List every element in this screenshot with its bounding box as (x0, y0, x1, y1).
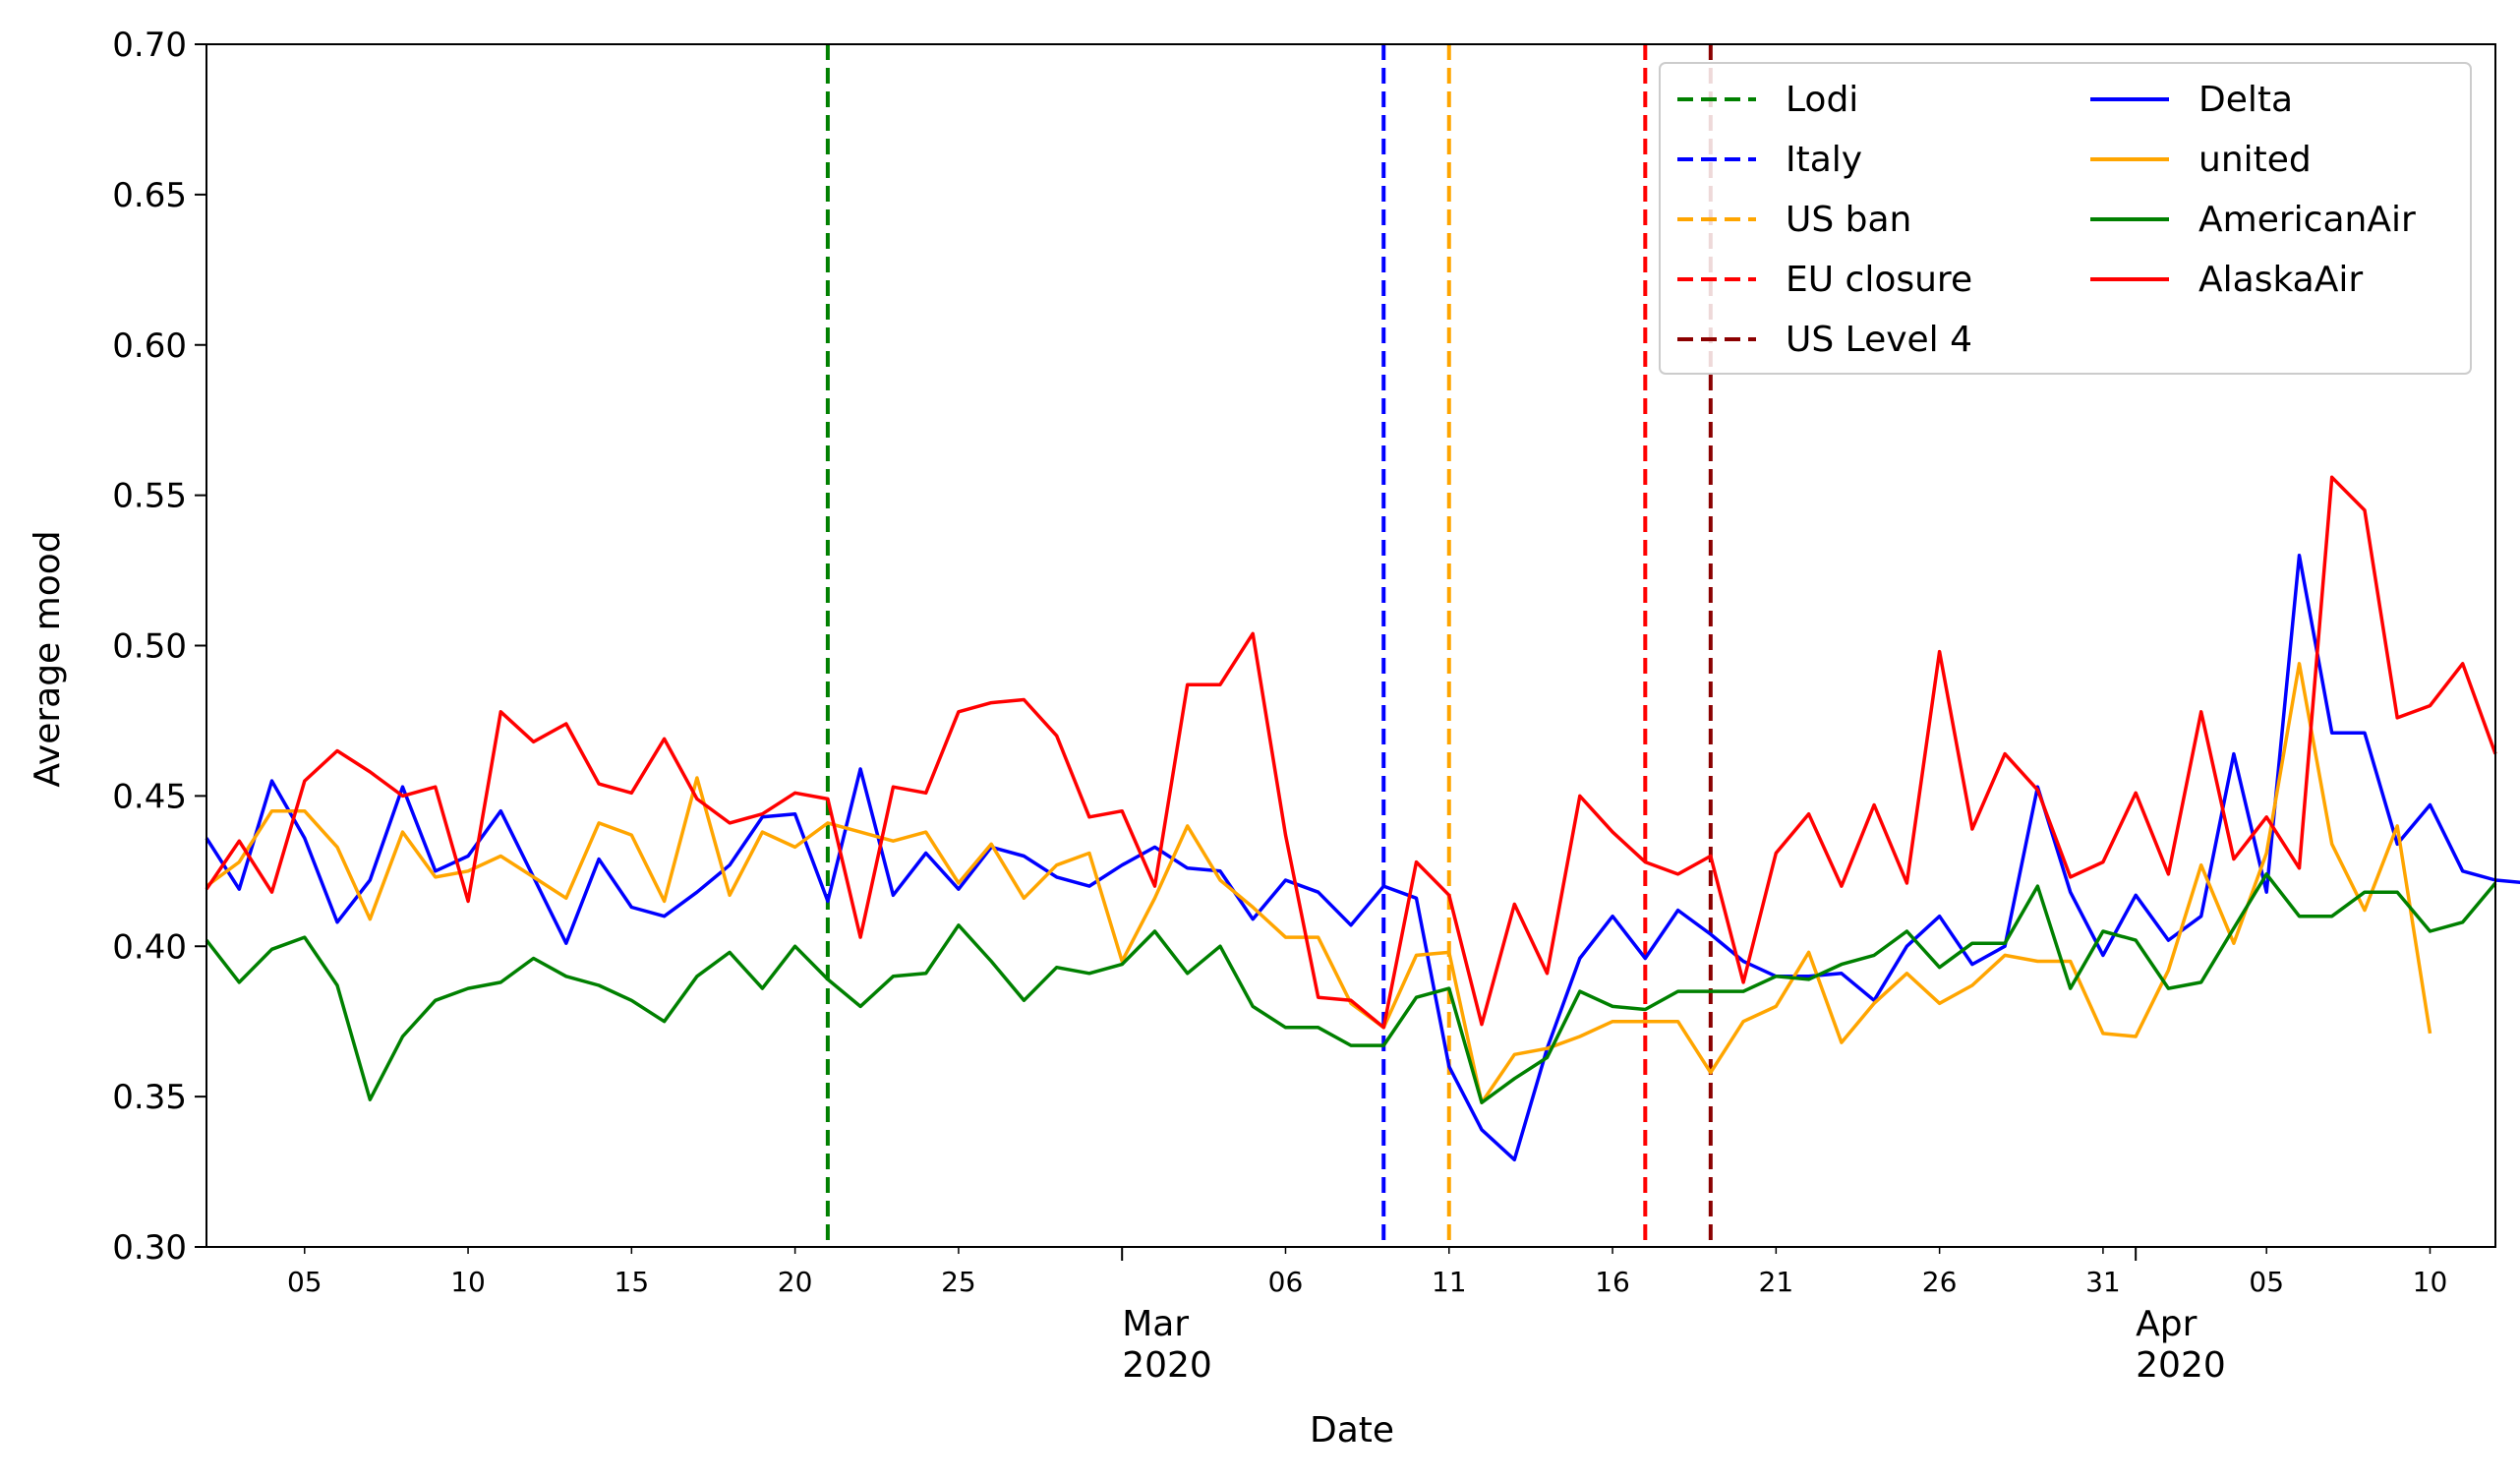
y-tick-label: 0.55 (112, 477, 187, 516)
x-year-label: 2020 (2136, 1345, 2226, 1386)
y-tick-label: 0.35 (112, 1078, 187, 1117)
x-tick-label: 31 (2085, 1266, 2121, 1298)
y-axis-label: Average mood (28, 530, 68, 787)
legend-label: Italy (1786, 140, 1862, 180)
legend-label: US Level 4 (1786, 320, 1972, 360)
y-tick-label: 0.65 (112, 176, 187, 215)
series-line (205, 475, 2497, 1030)
legend-label: US ban (1786, 200, 1911, 240)
x-tick-label: 10 (450, 1266, 486, 1298)
x-tick-label: 11 (1432, 1266, 1467, 1298)
x-tick-label: 05 (2249, 1266, 2284, 1298)
legend-label: AmericanAir (2198, 200, 2416, 240)
y-tick-label: 0.60 (112, 326, 187, 366)
y-tick-label: 0.70 (112, 26, 187, 65)
legend-label: Delta (2198, 80, 2293, 120)
y-tick-label: 0.45 (112, 777, 187, 816)
legend-label: AlaskaAir (2198, 260, 2363, 300)
series-line (205, 872, 2497, 1104)
x-tick-label: 25 (941, 1266, 976, 1298)
x-tick-label: 06 (1268, 1266, 1304, 1298)
x-tick-label: 20 (778, 1266, 813, 1298)
plot-frame (205, 43, 2496, 1248)
x-month-label: Mar (1122, 1304, 1189, 1344)
x-tick-label: 10 (2413, 1266, 2448, 1298)
y-tick-label: 0.40 (112, 927, 187, 967)
series-line (205, 554, 2520, 1162)
legend-box (1659, 62, 2472, 375)
x-tick-label: 26 (1922, 1266, 1958, 1298)
x-axis-label: Date (1310, 1410, 1394, 1451)
x-tick-label: 05 (287, 1266, 322, 1298)
y-tick-label: 0.30 (112, 1228, 187, 1268)
x-tick-label: 16 (1595, 1266, 1630, 1298)
x-month-label: Apr (2136, 1304, 2197, 1344)
legend-label: Lodi (1786, 80, 1858, 120)
x-tick-label: 15 (615, 1266, 650, 1298)
x-year-label: 2020 (1122, 1345, 1212, 1386)
legend-label: EU closure (1786, 260, 1972, 300)
series-line (205, 662, 2432, 1104)
y-tick-label: 0.50 (112, 627, 187, 667)
legend-label: united (2198, 140, 2312, 180)
x-tick-label: 21 (1759, 1266, 1794, 1298)
